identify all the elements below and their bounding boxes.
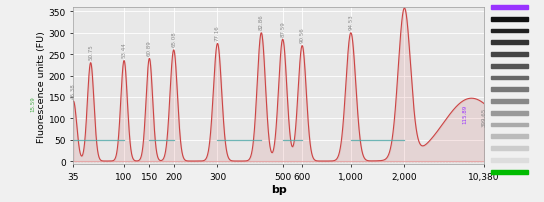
Text: 115.89: 115.89 <box>462 105 467 124</box>
Bar <box>491 6 528 10</box>
Bar <box>491 88 528 92</box>
Text: 87.59: 87.59 <box>280 21 285 37</box>
Bar <box>491 123 528 127</box>
Bar <box>491 41 528 45</box>
Bar <box>491 76 528 80</box>
Text: 65.08: 65.08 <box>171 32 176 47</box>
Bar <box>491 18 528 21</box>
Bar <box>491 65 528 68</box>
Y-axis label: Fluorescence units (FU): Fluorescence units (FU) <box>37 31 46 142</box>
X-axis label: bp: bp <box>271 184 287 194</box>
Bar <box>491 146 528 150</box>
Bar <box>491 100 528 103</box>
Bar <box>491 53 528 57</box>
Text: 50.75: 50.75 <box>88 44 93 60</box>
Text: 15.59: 15.59 <box>30 96 35 112</box>
Bar <box>491 158 528 162</box>
Text: 82.86: 82.86 <box>259 15 264 30</box>
Bar <box>491 29 528 33</box>
Text: 399.65: 399.65 <box>481 107 487 126</box>
Text: 94.53: 94.53 <box>348 15 353 30</box>
Text: 46.38: 46.38 <box>71 83 76 98</box>
Bar <box>491 111 528 115</box>
Text: 60.89: 60.89 <box>147 40 152 56</box>
Bar <box>491 170 528 174</box>
Text: 53.44: 53.44 <box>121 42 127 58</box>
Text: 90.56: 90.56 <box>300 27 305 43</box>
Text: 77.16: 77.16 <box>215 25 220 41</box>
Bar <box>491 135 528 139</box>
